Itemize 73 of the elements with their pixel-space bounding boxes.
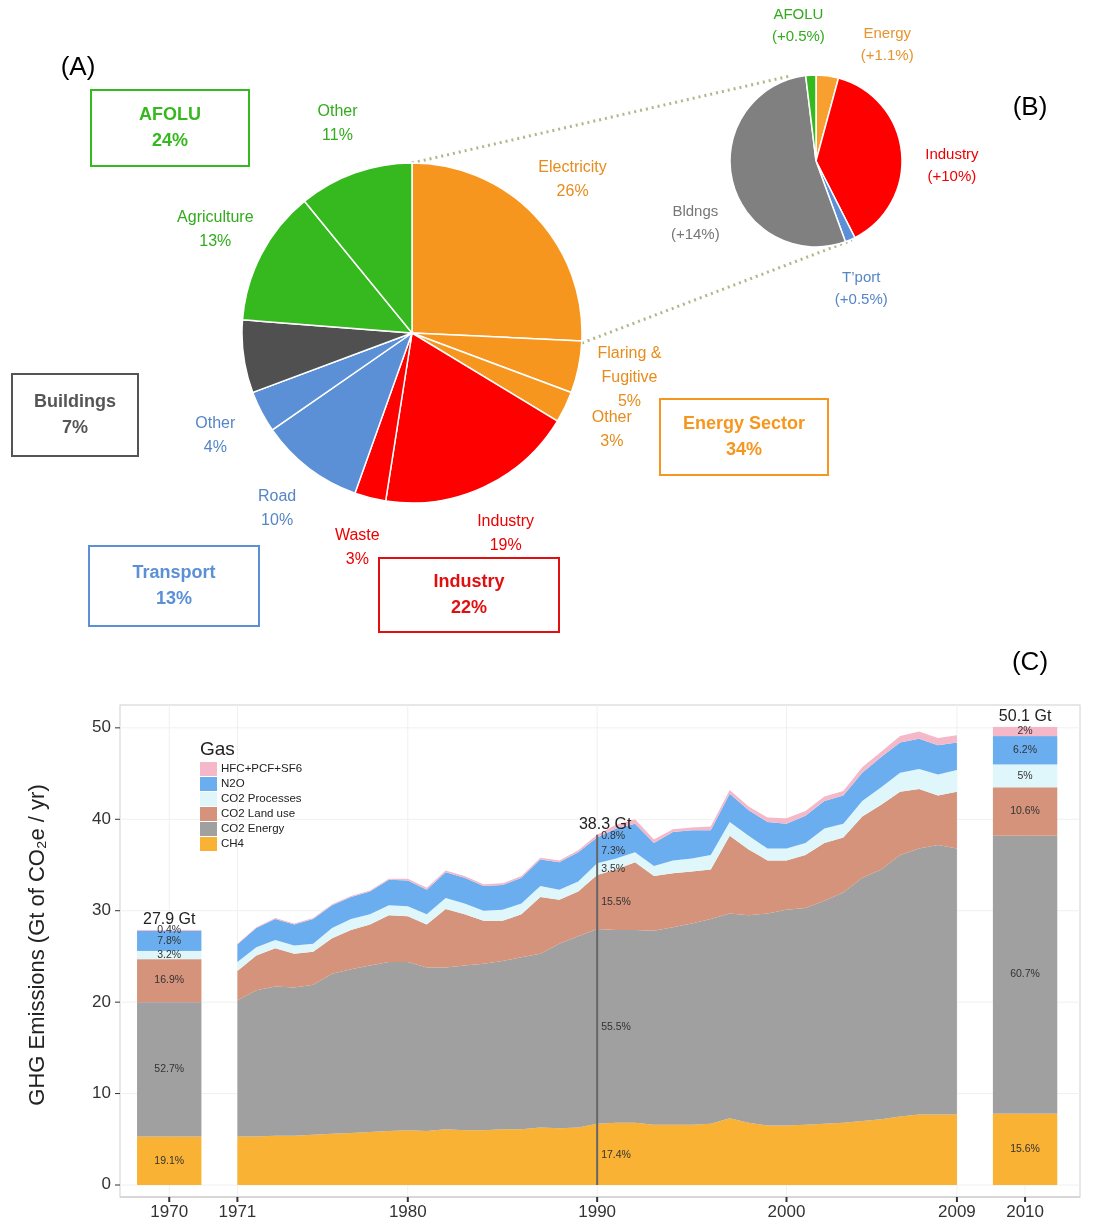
data-label: 5%: [617, 391, 642, 409]
data-label: 13%: [199, 232, 232, 250]
legend-label: CO2 Land use: [221, 807, 296, 820]
y-tick-label: 10: [92, 1083, 111, 1103]
total-label: 27.9 Gt: [142, 909, 197, 927]
legend-label: N2O: [221, 777, 245, 790]
annotation: 6.2%: [1013, 743, 1038, 756]
legend-title: Gas: [200, 738, 235, 759]
x-tick-label: 2010: [1006, 1202, 1044, 1221]
y-tick-label: 0: [101, 1174, 111, 1194]
slice-label: Flaring & Fugitive: [597, 343, 662, 385]
text: Industry 22%: [433, 570, 505, 617]
annotation: 3.2%: [157, 947, 182, 960]
annotation: 19.1%: [154, 1153, 185, 1166]
annotation: 52.7%: [154, 1062, 185, 1075]
text: AFOLU 24%: [139, 103, 201, 150]
x-tick-label: 1980: [388, 1202, 427, 1221]
chart-title: (A): [60, 51, 96, 81]
annotation: 5%: [1017, 768, 1033, 781]
slice-label: Agriculture: [177, 208, 254, 226]
text: Buildings 7%: [34, 390, 116, 437]
data-label: 3%: [600, 431, 624, 449]
y-tick-label: 30: [92, 900, 111, 920]
data-label: 11%: [322, 126, 353, 144]
slice-label: AFOLU: [773, 4, 824, 22]
data-label: (+1.1%): [860, 46, 914, 64]
text: Energy Sector 34%: [682, 412, 806, 459]
y-tick-label: 20: [92, 991, 111, 1011]
x-tick-label: 1970: [150, 1202, 189, 1221]
annotation: 60.7%: [1010, 967, 1040, 980]
annotation: 15.6%: [1010, 1142, 1040, 1155]
data-label: 26%: [556, 181, 589, 199]
slice-label: Energy: [863, 23, 912, 41]
data-label: (+0.5%): [771, 27, 825, 45]
legend-label: CH4: [221, 837, 245, 850]
slice-label: Bldngs: [672, 202, 719, 220]
y-tick-label: 40: [92, 808, 111, 828]
text: Transport 13%: [132, 561, 216, 608]
annotation: 7.3%: [601, 844, 626, 857]
x-tick-label: 2000: [767, 1202, 806, 1221]
total-label: 50.1 Gt: [998, 706, 1052, 724]
x-tick-label: 1971: [218, 1202, 257, 1221]
slice-label: Industry: [477, 512, 535, 530]
slice-label: T’port: [842, 267, 882, 285]
legend-label: HFC+PCF+SF6: [221, 762, 303, 775]
slice-label: Waste: [334, 526, 380, 544]
slice-label: Other: [591, 407, 633, 425]
y-axis-title: GHG Emissions (Gt of CO₂e / yr): [24, 784, 49, 1106]
slice-label: Industry: [925, 144, 980, 162]
slice-label: Electricity: [538, 157, 607, 175]
x-tick-label: 1990: [578, 1202, 617, 1221]
annotation: 55.5%: [601, 1019, 631, 1032]
slice-label: Road: [257, 487, 297, 505]
slice-label: Other: [317, 102, 359, 120]
annotation: 10.6%: [1010, 804, 1040, 817]
data-label: (+10%): [927, 167, 977, 185]
data-label: 4%: [203, 438, 227, 456]
text: (B): [1012, 91, 1048, 121]
slice-label: Other: [195, 414, 236, 432]
data-label: (+14%): [670, 224, 720, 242]
data-label: 19%: [489, 536, 522, 554]
legend-label: CO2 Processes: [221, 792, 302, 805]
data-label: (+0.5%): [834, 290, 888, 308]
y-tick-label: 50: [92, 717, 111, 737]
chart-title: (C): [1011, 646, 1049, 676]
legend-label: CO2 Energy: [221, 822, 285, 835]
annotation: 16.9%: [154, 973, 185, 986]
x-tick-label: 2009: [938, 1202, 976, 1221]
data-label: 3%: [345, 550, 369, 568]
annotation: 7.8%: [157, 933, 182, 946]
annotation: 15.5%: [601, 895, 631, 908]
annotation: 2%: [1017, 724, 1033, 737]
data-label: 10%: [261, 511, 294, 529]
